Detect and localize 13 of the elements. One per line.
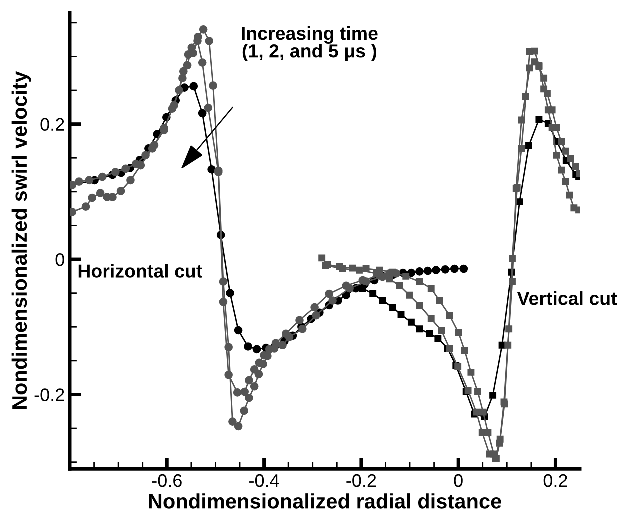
y-tick-label: 0: [56, 253, 64, 266]
y-axis-title: Nondimensionalized swirl velocity: [12, 71, 32, 410]
y-tick-label: 0.2: [40, 118, 64, 132]
annotation: Increasing time (1, 2, and 5 μs ): [242, 26, 378, 62]
x-tick-label: -0.4: [250, 474, 280, 488]
x-axis-title: Nondimensionalized radial distance: [149, 494, 502, 509]
x-tick-label: -0.6: [152, 474, 182, 488]
x-tick-label: -0.2: [346, 474, 376, 488]
x-tick-label: 0: [454, 474, 463, 488]
annotation: Horizontal cut: [78, 264, 202, 278]
x-tick-label: 0.2: [544, 474, 568, 488]
annotation: Vertical cut: [517, 292, 618, 306]
y-tick-label: -0.2: [34, 388, 64, 402]
